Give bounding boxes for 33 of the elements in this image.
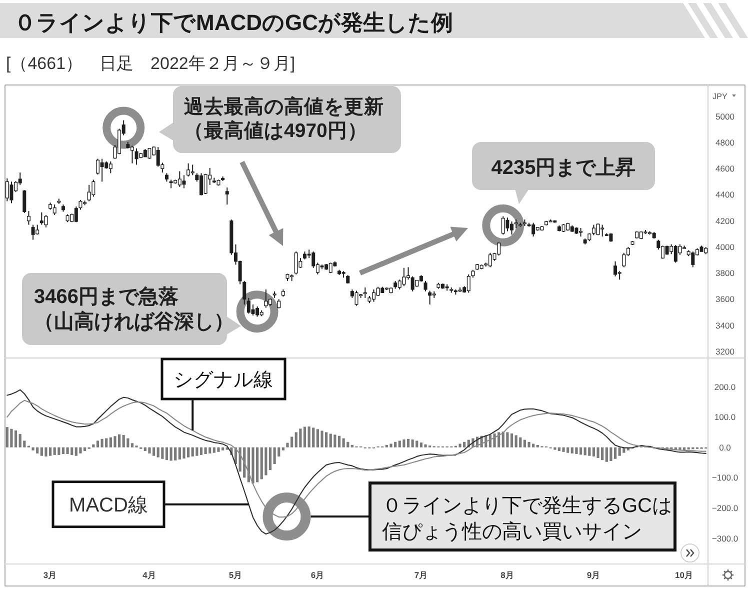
chart-title: ０ラインより下でMACDのGCが発生した例	[14, 10, 453, 35]
y-tick-label: 3800	[716, 268, 735, 278]
y-tick-label: 4600	[716, 164, 735, 174]
y-tick-label: 3200	[716, 346, 735, 356]
x-tick-label: 8月	[500, 570, 514, 580]
y-tick-label: 0.0	[719, 442, 732, 452]
y-tick-label: 4800	[716, 137, 735, 148]
chart-subtitle: [（4661） 日足 2022年２月～９月]	[6, 54, 296, 73]
y-tick-label: 5000	[716, 111, 735, 122]
y-tick-label: −200.0	[712, 502, 738, 513]
annotation: ０ラインより下で発生するGCは信ぴょう性の高い買いサイン	[382, 495, 672, 543]
x-tick-label: 9月	[586, 570, 601, 580]
y-tick-label: 100.0	[714, 412, 736, 422]
x-tick-label: 6月	[310, 570, 325, 580]
x-tick-label: 5月	[228, 570, 243, 580]
annotation: 過去最高の高値を更新（最高値は4970円）	[184, 95, 384, 142]
x-tick-label: 3月	[43, 570, 58, 580]
annotation: 4235円まで上昇	[491, 157, 636, 179]
y-tick-label: 3600	[716, 294, 735, 304]
annotation: 3466円まで急落（山高ければ谷深し）	[34, 286, 234, 333]
x-tick-label: 10月	[675, 570, 694, 580]
y-tick-label: 200.0	[714, 382, 736, 392]
y-tick-label: 3400	[716, 320, 735, 330]
y-tick-label: 4400	[716, 190, 735, 200]
y-tick-label: −100.0	[712, 472, 738, 483]
y-tick-label: 4200	[716, 216, 735, 226]
y-tick-label: 4000	[716, 242, 735, 252]
x-tick-label: 7月	[414, 570, 428, 580]
text: MACD線	[69, 494, 148, 516]
y-axis-title: JPY	[712, 92, 728, 101]
x-tick-label: 4月	[142, 570, 156, 580]
y-tick-label: −300.0	[712, 533, 738, 544]
series-label: シグナル線	[174, 369, 274, 391]
